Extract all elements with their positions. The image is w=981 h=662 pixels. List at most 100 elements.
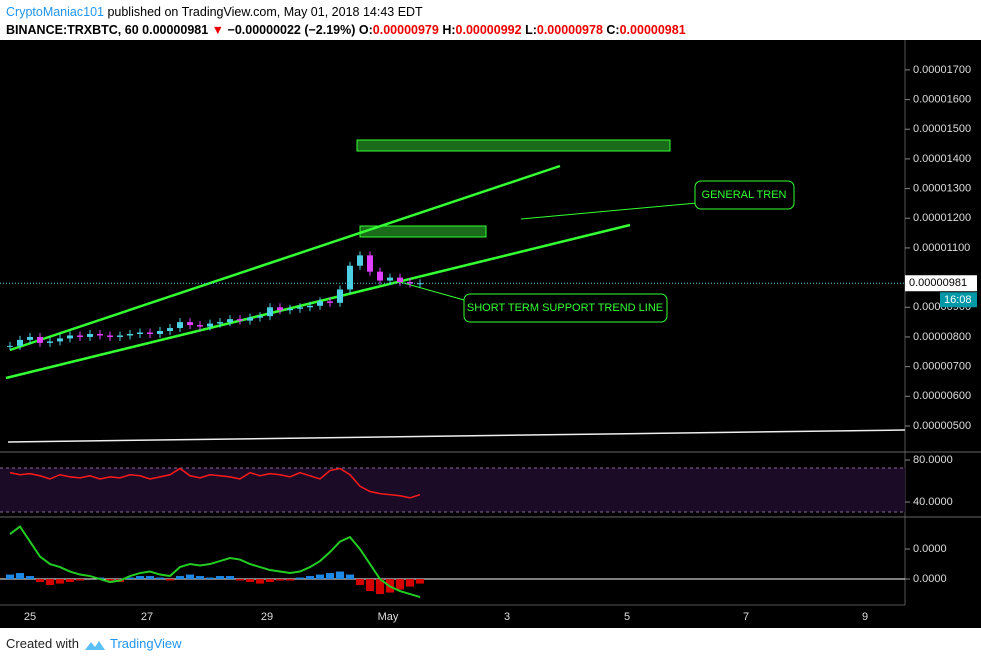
rsi-band xyxy=(0,468,905,512)
y-tick-label: 40.0000 xyxy=(913,496,953,508)
macd-line xyxy=(9,525,421,599)
candle xyxy=(107,335,113,337)
histogram-bar xyxy=(26,576,34,580)
histogram-bar xyxy=(156,577,164,580)
ohlc-value: 0.00000992 xyxy=(455,23,522,37)
candle xyxy=(67,335,73,339)
histogram-bar xyxy=(416,579,424,584)
annotation: GENERAL TREN xyxy=(702,189,787,201)
histogram-bar xyxy=(206,577,214,580)
candle xyxy=(397,277,403,283)
x-tick-label: 27 xyxy=(141,611,153,623)
chart: GENERAL TREN SHORT TERM SUPPORT TREND LI… xyxy=(0,40,981,628)
candle xyxy=(227,319,233,323)
y-tick-label: 0.00001100 xyxy=(913,242,970,254)
candle xyxy=(387,277,393,281)
candle xyxy=(217,322,223,324)
candle xyxy=(407,282,413,284)
histogram-bar xyxy=(266,579,274,583)
histogram-bar xyxy=(6,574,14,580)
candle xyxy=(187,322,193,326)
x-tick-label: 3 xyxy=(504,611,510,623)
histogram-bar xyxy=(366,579,374,592)
candle xyxy=(297,307,303,309)
countdown: 16:08 xyxy=(944,294,972,306)
candle xyxy=(207,323,213,327)
logo xyxy=(84,640,105,650)
background xyxy=(0,40,981,628)
histogram-bar xyxy=(316,574,324,580)
candle xyxy=(337,289,343,303)
y-tick-label: 0.0000 xyxy=(913,543,947,555)
candle xyxy=(17,339,23,346)
arrow: ▼ xyxy=(211,23,225,37)
brand[interactable]: TradingView xyxy=(110,636,182,651)
candle xyxy=(377,271,383,281)
callout-box xyxy=(463,293,668,323)
histogram-bar xyxy=(246,579,254,583)
x-tick-label: 25 xyxy=(24,611,36,623)
y-tick-label: 0.00001500 xyxy=(913,123,971,135)
candle xyxy=(77,335,83,337)
histogram-bar xyxy=(36,579,44,583)
candle xyxy=(57,338,63,342)
histogram-bar xyxy=(286,579,294,581)
x-tick-label: 5 xyxy=(624,611,630,623)
x-tick-label: May xyxy=(378,611,399,623)
y-tick-label: 0.00000500 xyxy=(913,420,971,432)
published: published on TradingView.com, May 01, 20… xyxy=(107,5,423,19)
last-price-box xyxy=(905,275,977,292)
histogram-bar xyxy=(396,579,404,590)
histogram-bar xyxy=(126,577,134,580)
ohlc-value: 0.00000979 xyxy=(372,23,439,37)
histogram-bar xyxy=(186,574,194,580)
candle xyxy=(277,307,283,311)
candle xyxy=(177,322,183,329)
histogram-bar xyxy=(296,577,304,580)
histogram-bar xyxy=(166,579,174,581)
histogram-bar xyxy=(176,576,184,580)
x-tick-label: 29 xyxy=(261,611,273,623)
y-tick-label: 0.00000800 xyxy=(913,331,971,343)
histogram-bar xyxy=(346,574,354,580)
header-line: BINANCE:TRXBTC, 60 0.00000981 ▼ −0.00000… xyxy=(6,21,686,39)
callout-line xyxy=(399,281,465,301)
candle xyxy=(317,301,323,306)
histogram-bar xyxy=(276,579,284,581)
symbol: BINANCE:TRXBTC, 60 xyxy=(6,23,139,37)
histogram-bar xyxy=(106,579,114,581)
countdown-box xyxy=(940,292,977,308)
candle xyxy=(37,336,43,343)
histogram-bar xyxy=(306,576,314,580)
histogram-bar xyxy=(216,576,224,580)
candle xyxy=(237,319,243,321)
ohlc-key: O: xyxy=(358,23,373,37)
candle xyxy=(97,333,103,336)
callout-line xyxy=(520,202,698,220)
ohlc-key: C: xyxy=(606,23,620,37)
candle xyxy=(247,317,253,321)
histogram-bar xyxy=(236,579,244,581)
candle xyxy=(157,331,163,334)
footer: Created with TradingView xyxy=(6,636,182,652)
histogram-bar xyxy=(66,579,74,583)
ohlc-value: 0.00000981 xyxy=(619,23,686,37)
candle xyxy=(167,328,173,332)
last: 0.00000981 xyxy=(142,23,209,37)
y-tick-label: 0.00001300 xyxy=(913,182,971,194)
histogram-bar xyxy=(16,573,24,580)
candle xyxy=(347,265,353,290)
y-tick-label: 0.00001200 xyxy=(913,212,971,224)
histogram-bar xyxy=(226,576,234,580)
histogram-bar xyxy=(46,579,54,586)
trend-line xyxy=(9,164,561,352)
candle xyxy=(137,332,143,334)
author[interactable]: CryptoManiac101 xyxy=(6,5,104,19)
x-tick-label: 9 xyxy=(862,611,868,623)
ohlc: O:0.00000979 H:0.00000992 L:0.00000978 C… xyxy=(359,23,686,37)
y-tick-label: 0.0000 xyxy=(913,573,947,585)
candle xyxy=(117,335,123,337)
x-tick-label: 7 xyxy=(743,611,749,623)
histogram-bar xyxy=(376,579,384,595)
y-tick-label: 0.00000700 xyxy=(913,361,971,373)
